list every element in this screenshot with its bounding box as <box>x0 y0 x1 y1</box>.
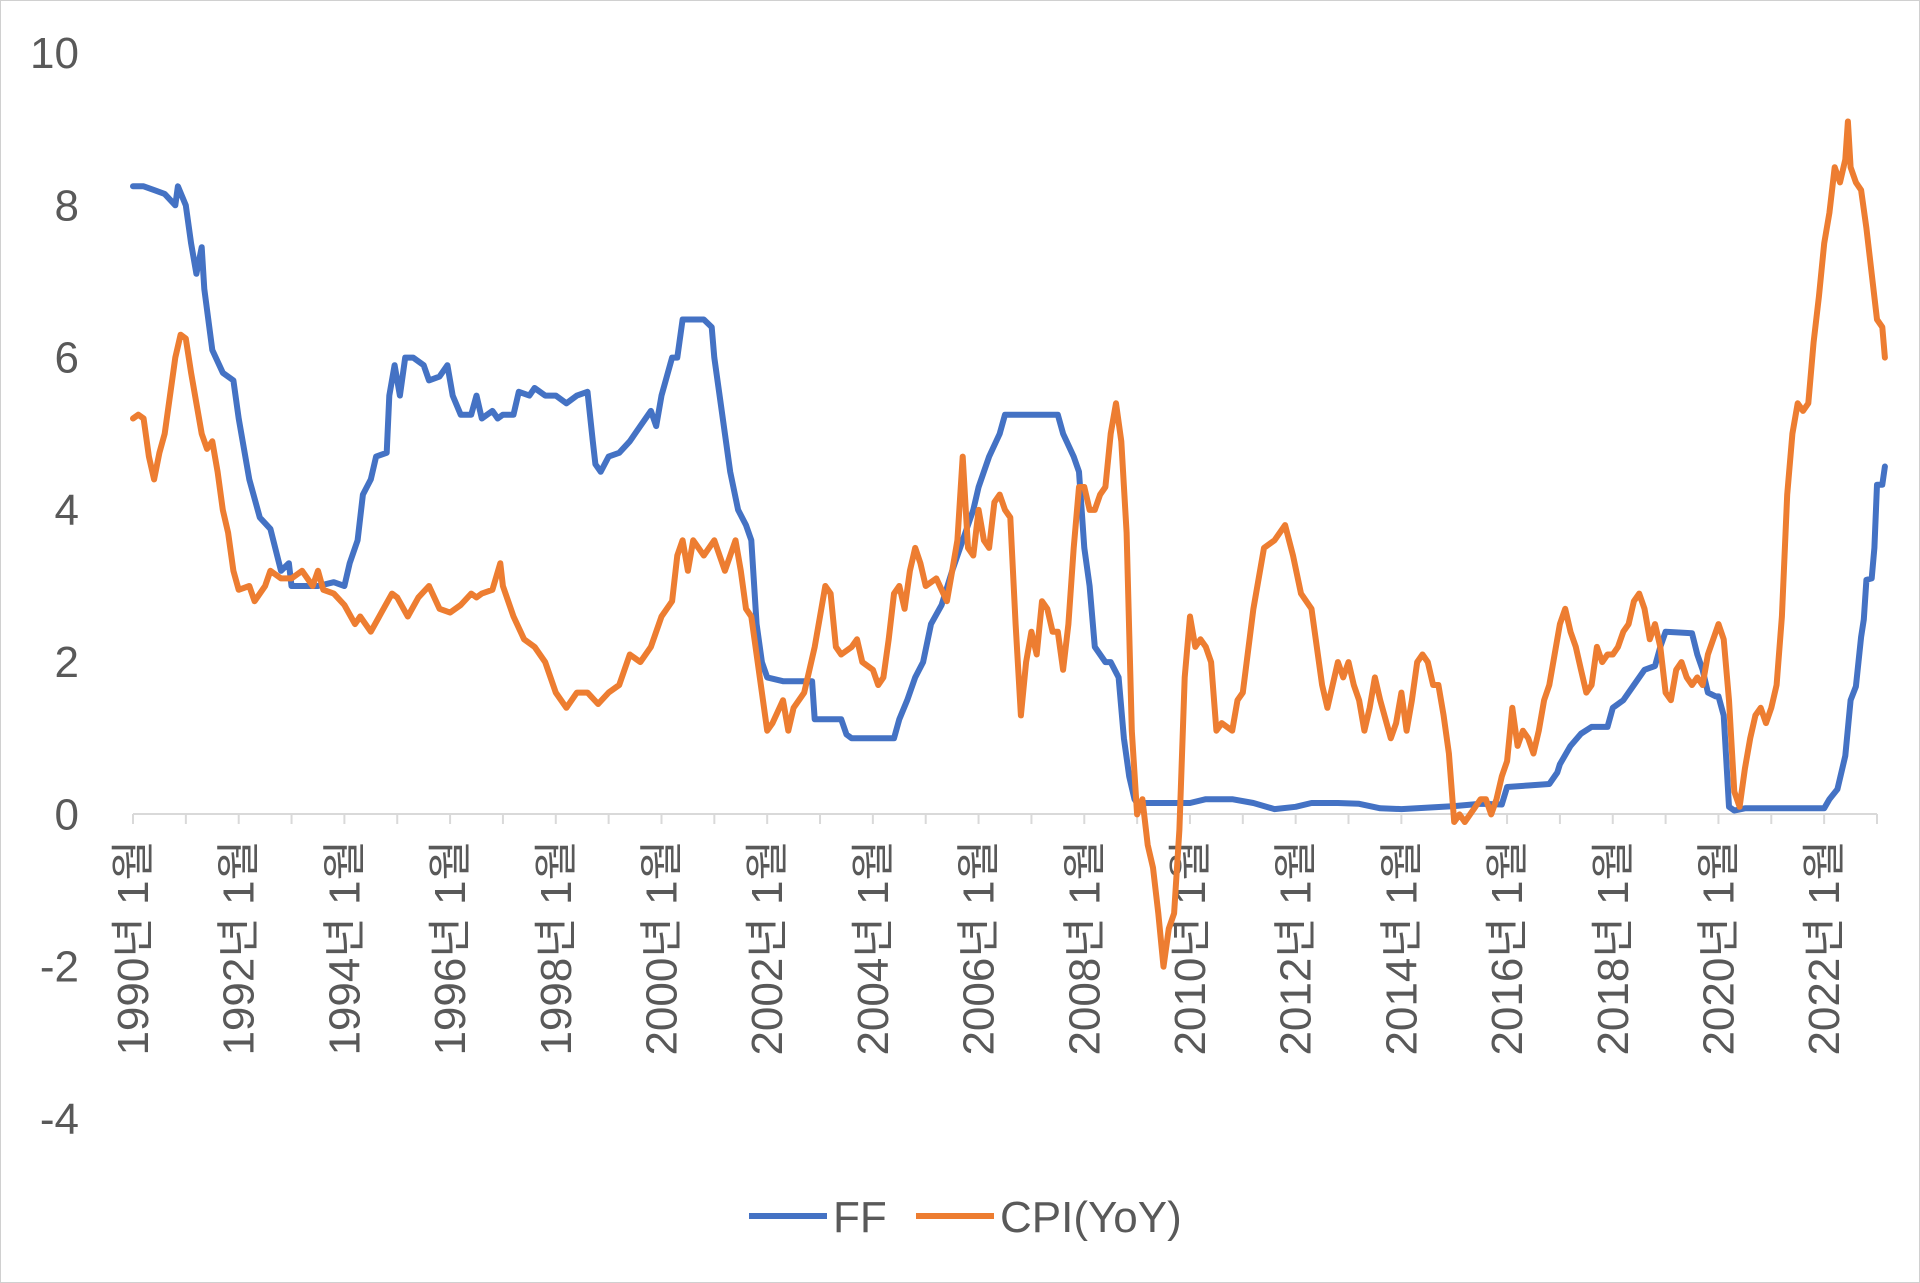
legend-label: CPI(YoY) <box>1000 1193 1182 1242</box>
x-tick-label: 2012년 1월 <box>1272 840 1321 1056</box>
x-tick-label: 2002년 1월 <box>743 840 792 1056</box>
series-line-cpi-yoy <box>130 118 1888 970</box>
x-tick-label: 2016년 1월 <box>1483 840 1532 1056</box>
x-tick-label: 1994년 1월 <box>320 840 369 1056</box>
x-axis: 1990년 1월 1992년 1월 1994년 1월 1996년 1월 1998년 1월… <box>109 813 1878 1056</box>
y-tick-label: 8 <box>55 181 79 230</box>
y-tick-label: -4 <box>40 1095 79 1144</box>
y-tick-label: 10 <box>30 29 79 78</box>
series-line-ff <box>130 183 1888 814</box>
x-tick-label: 2006년 1월 <box>955 840 1004 1056</box>
y-tick-label: 4 <box>55 486 79 535</box>
y-tick-label: 0 <box>55 790 79 839</box>
y-tick-label: 2 <box>55 638 79 687</box>
y-tick-label: -2 <box>40 943 79 992</box>
y-axis: 10 8 6 4 2 0 -2 -4 <box>30 29 79 1144</box>
x-tick-label: 2008년 1월 <box>1060 840 1109 1056</box>
x-tick-label: 2004년 1월 <box>849 840 898 1056</box>
x-tick-label: 2010년 1월 <box>1166 840 1215 1056</box>
x-tick-label: 1998년 1월 <box>532 840 581 1056</box>
y-tick-label: 6 <box>55 334 79 383</box>
x-tick-label: 1990년 1월 <box>109 840 158 1056</box>
x-tick-label: 2000년 1월 <box>637 840 686 1056</box>
x-tick-label: 2020년 1월 <box>1694 840 1743 1056</box>
legend: FF CPI(YoY) <box>749 1193 1182 1242</box>
x-tick-label: 2018년 1월 <box>1589 840 1638 1056</box>
x-tick-label: 1996년 1월 <box>426 840 475 1056</box>
plot-area <box>130 118 1888 970</box>
x-tick-label: 2014년 1월 <box>1377 840 1426 1056</box>
x-tick-label: 2022년 1월 <box>1800 840 1849 1056</box>
legend-label: FF <box>833 1193 887 1242</box>
x-tick-label: 1992년 1월 <box>215 840 264 1056</box>
